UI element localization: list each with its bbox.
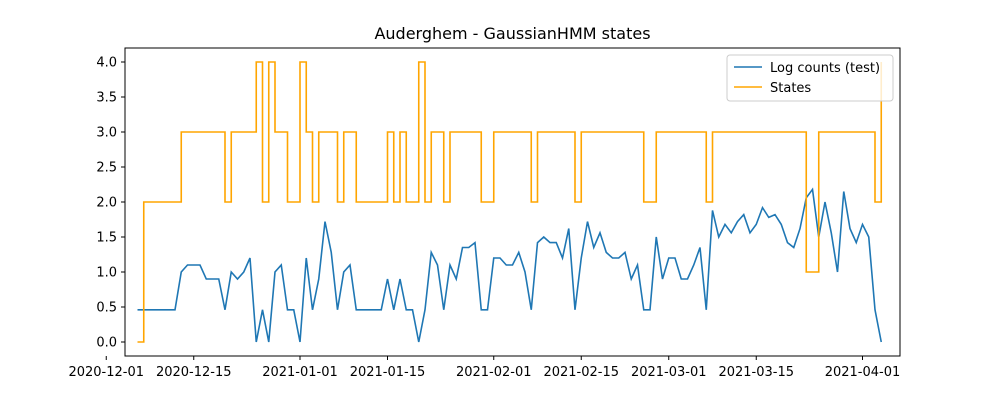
y-tick-label: 2.0 [96,196,117,211]
x-tick-label: 2020-12-15 [156,365,232,380]
y-tick-label: 4.0 [96,56,117,71]
y-tick-label: 3.5 [96,91,117,106]
legend: Log counts (test) States [726,54,894,102]
axis-layer: 2020-12-01 2020-12-15 2021-01-01 2021-01-15… [68,56,900,381]
x-tick-label: 2021-03-01 [631,365,707,380]
legend-box [726,54,894,102]
series-line-log-counts [137,187,883,343]
y-tick-label: 1.5 [96,231,117,246]
series-line-states [137,61,883,343]
y-tick-label: 0.0 [96,336,117,351]
legend-label-log-counts: Log counts (test) [770,61,880,76]
x-tick-label: 2020-12-01 [68,365,144,380]
y-tick-label: 3.0 [96,126,117,141]
series-layer [137,61,883,343]
legend-label-states: States [770,81,811,96]
x-tick-label: 2021-01-01 [262,365,338,380]
y-tick-label: 1.0 [96,266,117,281]
x-tick-label: 2021-03-15 [718,365,794,380]
x-tick-label: 2021-01-15 [350,365,426,380]
x-tick-label: 2021-02-15 [543,365,619,380]
y-tick-label: 0.5 [96,301,117,316]
y-tick-label: 2.5 [96,161,117,176]
x-tick-label: 2021-02-01 [456,365,532,380]
chart-title: Auderghem - GaussianHMM states [374,24,650,43]
x-tick-label: 2021-04-01 [825,365,901,380]
